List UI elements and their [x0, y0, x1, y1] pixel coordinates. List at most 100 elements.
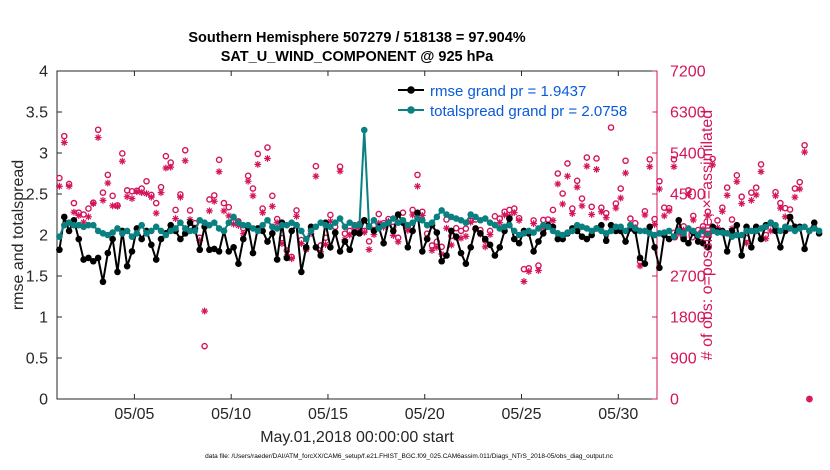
asterisk-stroke	[172, 215, 179, 222]
obs-assimilated-point	[806, 395, 813, 403]
obs-assimilated-point	[128, 195, 136, 202]
obs-assimilated-point	[549, 217, 557, 224]
rmse-point	[530, 248, 537, 255]
asterisk-stroke	[250, 193, 256, 199]
y-tick-label: 0	[39, 392, 48, 409]
rmse-point	[539, 230, 547, 237]
obs-assimilated-point	[147, 193, 155, 201]
rmse-point	[341, 238, 349, 245]
obs-assimilated-point	[704, 212, 712, 220]
rmse-point	[583, 235, 591, 243]
obs-assimilated-point	[133, 188, 141, 196]
asterisk-stroke	[801, 149, 808, 155]
asterisk-stroke	[274, 219, 280, 226]
obs-assimilated-point	[496, 219, 504, 227]
rmse-point	[89, 257, 97, 265]
obs-assimilated-point	[249, 192, 257, 200]
obs-possible-point	[201, 342, 208, 350]
asterisk-stroke	[666, 208, 672, 214]
obs-assimilated-point	[268, 202, 276, 210]
obs-assimilated-point	[752, 191, 760, 199]
rmse-point	[196, 246, 204, 254]
x-tick-label: 05/20	[405, 406, 445, 423]
totalspread-point	[220, 227, 228, 235]
totalspread-point	[259, 221, 266, 229]
obs-assimilated-point	[796, 185, 804, 193]
totalspread-point	[762, 223, 770, 231]
obs-assimilated-point	[641, 211, 649, 219]
rmse-point	[259, 227, 266, 235]
rmse-point	[448, 227, 455, 235]
asterisk-stroke	[463, 233, 469, 240]
totalspread-point	[535, 225, 542, 232]
asterisk-stroke	[390, 232, 397, 239]
legend: rmse grand pr = 1.9437 totalspread grand…	[393, 79, 653, 123]
totalspread-point	[70, 221, 78, 229]
rmse-point	[109, 235, 116, 243]
x-tick-label: 05/10	[211, 406, 251, 423]
asterisk-stroke	[322, 241, 329, 248]
rmse-point	[249, 249, 257, 257]
asterisk-stroke	[109, 203, 116, 209]
asterisk-stroke	[61, 139, 68, 146]
obs-assimilated-point	[612, 204, 620, 212]
asterisk-stroke	[753, 192, 759, 198]
rmse-point	[273, 256, 281, 263]
obs-assimilated-point	[776, 204, 784, 212]
obs-assimilated-point	[210, 197, 218, 205]
rmse-point	[177, 235, 184, 243]
obs-possible-point	[738, 193, 745, 201]
rmse-point	[215, 248, 223, 255]
rmse-point	[123, 262, 131, 270]
obs-assimilated-point	[65, 182, 73, 190]
totalspread-point	[815, 227, 823, 235]
obs-assimilated-point	[138, 189, 146, 197]
asterisk-stroke	[690, 217, 697, 223]
asterisk-stroke	[555, 181, 561, 187]
totalspread-point	[506, 221, 513, 229]
totalspread-point	[327, 223, 334, 231]
rmse-point	[506, 215, 513, 222]
obs-assimilated-point	[215, 168, 223, 176]
obs-assimilated-point	[486, 231, 494, 238]
totalspread-point	[109, 229, 116, 236]
obs-assimilated-point	[501, 211, 508, 219]
rmse-point	[554, 235, 562, 243]
obs-assimilated-point	[689, 216, 697, 224]
obs-assimilated-point	[143, 190, 150, 197]
obs-assimilated-point	[70, 208, 78, 216]
totalspread-point	[341, 223, 349, 231]
rmse-point	[104, 249, 112, 257]
obs-possible-point	[152, 199, 160, 207]
rmse-point	[748, 244, 755, 251]
obs-assimilated-point	[109, 202, 117, 210]
obs-assimilated-point	[418, 212, 426, 219]
legend-marker-rmse	[407, 86, 415, 94]
x-axis-label: May.01,2018 00:00:00 start	[260, 429, 454, 446]
totalspread-point	[191, 227, 199, 235]
totalspread-point	[704, 231, 712, 239]
asterisk-stroke	[211, 198, 218, 205]
totalspread-point	[298, 227, 305, 235]
y-axis: 0 0.5 1 1.5 2 2.5 3 3.5 4	[26, 64, 62, 409]
obs-possible-point	[254, 150, 262, 158]
rmse-point	[128, 248, 136, 255]
asterisk-stroke	[245, 178, 251, 185]
asterisk-stroke	[593, 166, 600, 173]
asterisk-stroke	[617, 195, 624, 201]
obs-possible-point	[85, 205, 92, 212]
asterisk-stroke	[530, 220, 537, 227]
x-tick-label: 05/30	[598, 406, 638, 423]
totalspread-point	[723, 230, 731, 237]
totalspread-point	[748, 227, 755, 235]
obs-possible-point	[728, 216, 736, 223]
asterisk-stroke	[651, 221, 658, 228]
asterisk-stroke	[588, 211, 595, 218]
asterisk-stroke	[637, 263, 643, 269]
totalspread-point	[172, 225, 179, 232]
totalspread-point	[225, 219, 233, 226]
obs-possible-point	[220, 199, 228, 207]
totalspread-point	[375, 225, 383, 232]
asterisk-stroke	[100, 197, 106, 204]
obs-possible-point	[656, 177, 663, 185]
